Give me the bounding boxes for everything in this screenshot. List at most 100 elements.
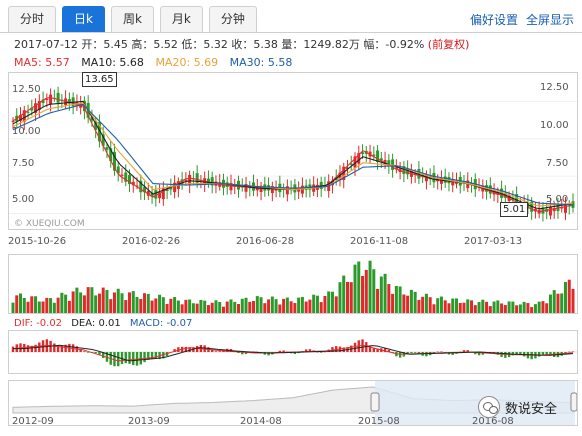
volume-bar <box>221 306 225 313</box>
volume-bar <box>158 294 162 313</box>
candle-body <box>116 166 120 174</box>
volume-panel[interactable] <box>8 254 578 314</box>
candle-body <box>210 177 214 186</box>
candle-body <box>165 189 169 191</box>
volume-bar <box>191 303 195 313</box>
tab-minute[interactable]: 分钟 <box>208 6 257 32</box>
macd-histogram-bar <box>564 352 567 354</box>
tab-weekly-k[interactable]: 周k <box>110 6 154 32</box>
volume-bar <box>94 295 98 313</box>
volume-bar <box>556 293 560 313</box>
candle-body <box>158 192 162 199</box>
macd-histogram-bar <box>267 352 270 356</box>
volume-bar <box>120 293 124 313</box>
volume-bar <box>274 299 278 313</box>
volume-bar <box>165 303 169 313</box>
volume-bar <box>101 287 105 313</box>
volume-bar <box>233 301 237 313</box>
macd-legend: DIF: -0.02 DEA: 0.01 MACD: -0.07 <box>14 318 198 329</box>
volume-bar <box>533 304 537 313</box>
candle-body <box>184 179 188 181</box>
volume-bar <box>454 298 458 313</box>
volume-bar <box>376 288 380 313</box>
volume-bar <box>345 281 349 313</box>
candle-body <box>109 148 113 162</box>
preferences-link[interactable]: 偏好设置 <box>470 13 519 27</box>
candle-body <box>120 174 124 176</box>
candle-body <box>90 117 94 121</box>
volume-bar <box>267 299 271 313</box>
quote-info: 2017-07-12 开：5.45 高：5.52 低：5.32 收：5.38 量… <box>14 36 469 52</box>
wechat-account-name: 数说安全 <box>505 401 558 417</box>
candle-body <box>319 181 323 189</box>
macd-histogram-bar <box>241 352 244 355</box>
candle-body <box>376 150 380 162</box>
macd-histogram-bar <box>383 348 387 352</box>
candle-body <box>112 151 116 171</box>
volume-bar <box>338 282 342 313</box>
macd-histogram-bar <box>86 352 90 353</box>
volume-bar <box>199 300 203 313</box>
macd-histogram-bar <box>413 352 417 353</box>
candle-body <box>379 158 383 161</box>
macd-histogram-bar <box>150 352 154 360</box>
candle-body <box>22 110 26 122</box>
volume-bar <box>19 293 23 313</box>
volume-bar <box>45 297 49 313</box>
volume-bar <box>52 302 56 313</box>
macd-histogram-bar <box>316 352 319 353</box>
macd-histogram-bar <box>120 352 124 365</box>
volume-bar <box>372 269 376 313</box>
fullscreen-link[interactable]: 全屏显示 <box>526 13 575 27</box>
candle-body <box>353 156 357 168</box>
volume-bar <box>439 296 443 313</box>
volume-bar <box>255 296 259 313</box>
macd-histogram-bar <box>218 351 221 352</box>
volume-bar <box>244 297 248 313</box>
volume-bar <box>109 299 113 313</box>
tab-monthly-k[interactable]: 月k <box>159 6 203 32</box>
macd-histogram-bar <box>162 352 165 359</box>
macd-histogram-bar <box>568 351 571 353</box>
macd-histogram-bar <box>549 352 552 356</box>
volume-bar <box>240 298 244 313</box>
volume-bar <box>364 269 368 313</box>
price-axis-right-label: 7.50 <box>546 158 569 169</box>
volume-bar <box>71 291 75 313</box>
macd-label: MACD: -0.07 <box>129 318 193 329</box>
price-axis-left-label: 5.00 <box>12 194 35 205</box>
macd-histogram-bar <box>34 344 37 352</box>
tab-timeshare[interactable]: 分时 <box>8 6 57 32</box>
volume-bar <box>139 298 143 313</box>
candle-body <box>345 167 349 169</box>
quote-info-text: 2017-07-12 开：5.45 高：5.52 低：5.32 收：5.38 量… <box>14 38 425 51</box>
macd-histogram-bar <box>323 351 327 353</box>
candle-body <box>146 190 150 196</box>
candlestick-panel[interactable] <box>8 72 578 230</box>
macd-panel[interactable] <box>8 330 578 374</box>
price-adjust-toggle[interactable]: (前复权) <box>427 38 470 51</box>
macd-histogram-bar <box>372 347 376 352</box>
macd-histogram-bar <box>308 349 312 352</box>
volume-bar <box>567 279 571 313</box>
volume-bar <box>417 299 421 313</box>
macd-histogram-bar <box>139 352 142 365</box>
macd-histogram-bar <box>451 352 454 355</box>
date-axis-label: 2015-10-26 <box>8 236 67 247</box>
candle-body <box>37 100 41 110</box>
macd-histogram-bar <box>132 352 135 366</box>
macd-chart <box>9 339 577 367</box>
tab-daily-k[interactable]: 日k <box>62 6 105 32</box>
volume-bar <box>368 260 372 313</box>
volume-bar <box>394 285 398 313</box>
volume-bar <box>361 275 365 313</box>
candle-body <box>143 187 147 193</box>
candle-body <box>94 121 98 130</box>
macd-histogram-bar <box>353 342 357 352</box>
date-axis-label: 2016-06-28 <box>236 236 295 247</box>
candlestick-chart <box>9 86 577 222</box>
candle-body <box>560 207 564 209</box>
price-axis-right-label: 12.50 <box>540 82 569 93</box>
volume-bar <box>184 299 188 313</box>
volume-bar <box>327 291 331 313</box>
